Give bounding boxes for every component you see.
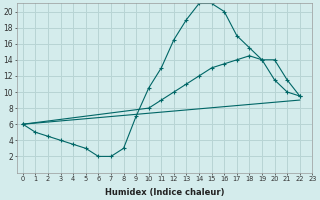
X-axis label: Humidex (Indice chaleur): Humidex (Indice chaleur) [105,188,224,197]
